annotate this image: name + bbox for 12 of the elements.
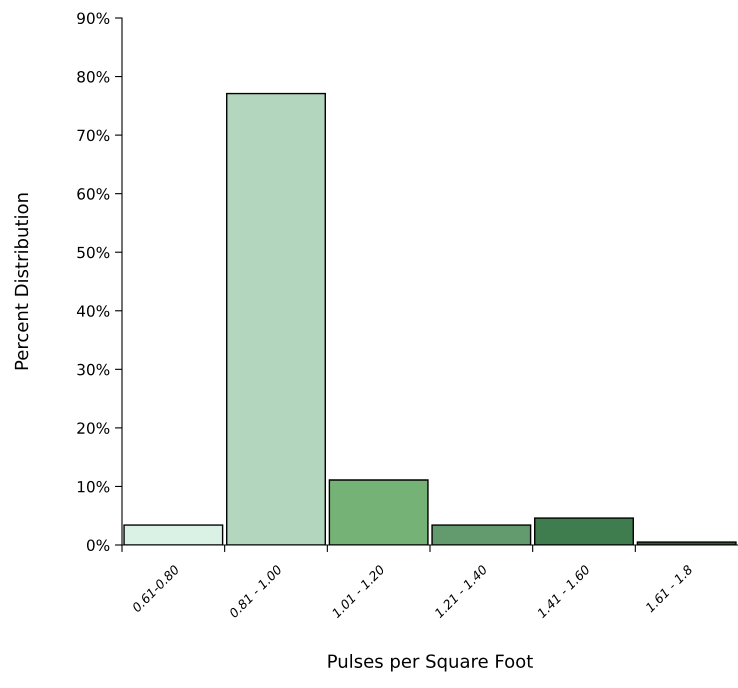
y-tick-label: 20% — [77, 422, 110, 434]
y-tick-label: 0% — [86, 539, 110, 552]
y-tick-label: 80% — [77, 71, 110, 83]
y-tick-label: 50% — [77, 246, 110, 258]
y-tick-label: 10% — [78, 480, 110, 492]
x-axis-title: Pulses per Square Foot — [328, 654, 533, 672]
y-axis-title: Percent Distribution — [14, 194, 28, 370]
y-tick-label: 90% — [77, 12, 110, 24]
y-tick-label: 40% — [76, 305, 110, 317]
y-tick-label: 60% — [77, 188, 110, 200]
y-tick-label: 30% — [77, 364, 110, 376]
y-tick-label: 70% — [77, 130, 110, 142]
